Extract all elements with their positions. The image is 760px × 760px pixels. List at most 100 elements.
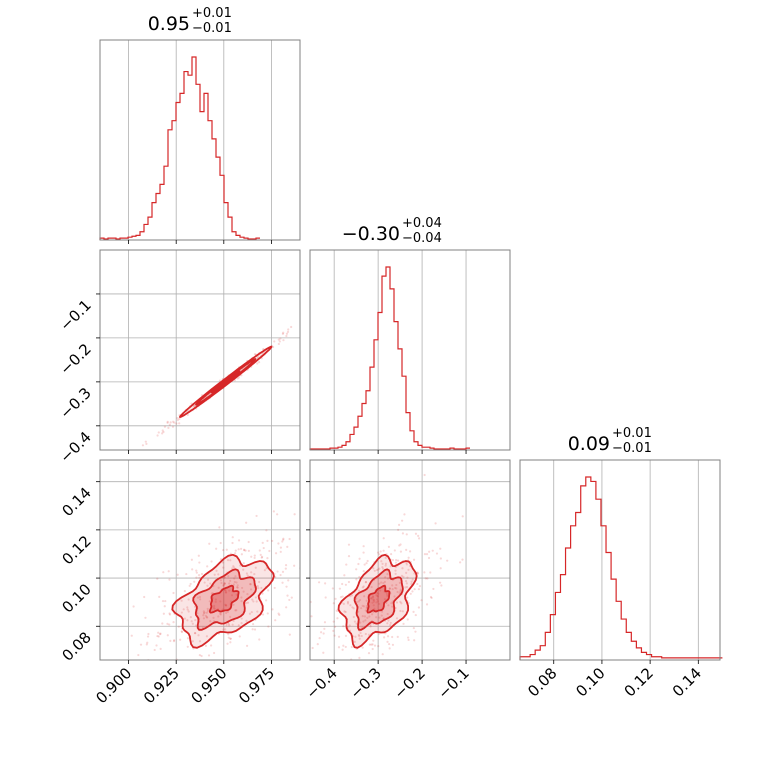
sample-point xyxy=(429,595,433,599)
sample-point xyxy=(172,621,175,624)
sample-point xyxy=(219,600,222,603)
sample-point xyxy=(214,600,217,603)
sample-point xyxy=(405,582,408,585)
sample-point xyxy=(401,610,404,613)
sample-point xyxy=(409,592,412,595)
sample-point xyxy=(354,635,357,638)
histogram-1 xyxy=(309,266,470,450)
sample-point xyxy=(311,646,314,650)
sample-point xyxy=(218,526,221,529)
sample-point xyxy=(197,554,200,557)
sample-point xyxy=(386,635,390,638)
sample-point xyxy=(384,562,388,565)
sample-point xyxy=(240,617,243,620)
sample-point xyxy=(168,423,171,426)
sample-point xyxy=(173,421,176,424)
sample-point xyxy=(352,615,355,619)
sample-point xyxy=(376,598,379,601)
sample-point xyxy=(333,625,337,628)
sample-point xyxy=(277,542,280,545)
sample-point xyxy=(371,601,374,604)
sample-point xyxy=(359,621,362,624)
sample-point xyxy=(238,635,241,638)
sample-point xyxy=(369,625,372,628)
sample-point xyxy=(191,640,194,643)
sample-point xyxy=(261,592,264,595)
sample-point xyxy=(273,586,276,590)
sample-point xyxy=(189,616,192,619)
sample-point xyxy=(168,613,172,616)
sample-point xyxy=(383,598,387,601)
sample-point xyxy=(222,628,225,631)
sample-point xyxy=(260,586,263,590)
sample-point xyxy=(342,625,345,628)
sample-point xyxy=(287,328,290,331)
sample-point xyxy=(193,679,195,681)
sample-point xyxy=(386,595,389,598)
sample-point xyxy=(176,573,179,576)
sample-point xyxy=(381,653,384,656)
sample-point xyxy=(375,601,378,604)
sample-point xyxy=(212,651,216,655)
sample-point xyxy=(242,562,245,565)
sample-point xyxy=(276,513,279,516)
sample-point xyxy=(274,619,277,622)
title-plus-2: +0.01 xyxy=(612,426,652,441)
sample-point xyxy=(145,643,148,646)
sample-point xyxy=(337,635,341,638)
sample-point xyxy=(350,594,354,597)
sample-point xyxy=(167,426,170,430)
sample-point xyxy=(372,600,375,603)
sample-point xyxy=(370,597,373,600)
sample-point xyxy=(203,611,206,614)
sample-point xyxy=(248,612,252,615)
sample-point xyxy=(240,596,243,599)
sample-point xyxy=(224,603,227,606)
sample-point xyxy=(401,532,405,535)
sample-point xyxy=(199,665,201,667)
sample-point xyxy=(215,547,218,550)
sample-point xyxy=(423,473,426,477)
sample-point xyxy=(262,546,265,550)
sample-point xyxy=(206,584,209,587)
sample-point xyxy=(362,620,365,623)
sample-point xyxy=(391,643,395,646)
sample-point xyxy=(213,604,216,608)
sample-point xyxy=(333,634,336,637)
sample-point xyxy=(376,595,379,598)
sample-point xyxy=(222,549,225,552)
sample-point xyxy=(272,510,275,513)
sample-point xyxy=(303,320,305,322)
sample-point xyxy=(195,576,198,579)
sample-point xyxy=(282,538,285,541)
sample-point xyxy=(195,624,198,627)
sample-point xyxy=(285,585,288,588)
sample-point xyxy=(204,644,208,648)
sample-point xyxy=(353,640,356,643)
sample-point xyxy=(253,628,257,631)
sample-point xyxy=(163,425,167,428)
sample-point xyxy=(323,627,326,630)
sample-point xyxy=(336,617,339,620)
sample-point xyxy=(432,587,435,591)
sample-point xyxy=(381,567,385,570)
sample-point xyxy=(154,661,156,663)
sample-point xyxy=(417,606,420,609)
sample-point xyxy=(396,635,399,638)
sample-point xyxy=(245,619,248,622)
contour-level-1 xyxy=(353,568,404,631)
sample-point xyxy=(368,615,371,618)
sample-point xyxy=(202,614,205,617)
sample-point xyxy=(236,377,239,380)
sample-point xyxy=(413,588,416,591)
sample-point xyxy=(206,616,209,619)
sample-point xyxy=(375,616,378,619)
sample-point xyxy=(139,643,143,646)
sample-point xyxy=(232,619,235,623)
sample-point xyxy=(255,600,258,603)
sample-point xyxy=(242,568,245,571)
sample-point xyxy=(258,549,261,552)
sample-point xyxy=(252,600,255,603)
sample-point xyxy=(163,605,166,608)
sample-point xyxy=(383,636,386,639)
